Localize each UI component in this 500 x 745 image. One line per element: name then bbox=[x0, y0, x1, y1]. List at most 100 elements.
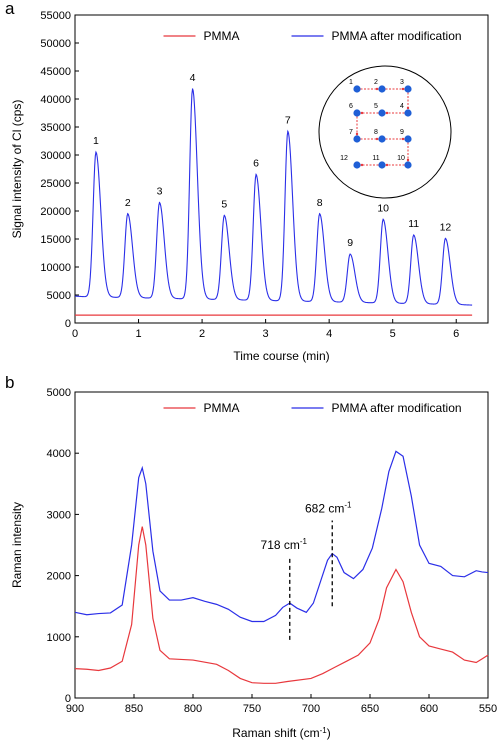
plot-frame-a bbox=[74, 14, 489, 324]
annotation-sup: -1 bbox=[344, 501, 352, 510]
legend-label-pmma: PMMA bbox=[204, 29, 240, 43]
x-axis-label-end: ) bbox=[327, 726, 331, 740]
peak-label: 6 bbox=[253, 158, 259, 170]
arrow-head bbox=[406, 158, 410, 162]
inset-label: 12 bbox=[340, 155, 348, 162]
inset-dot bbox=[378, 135, 386, 143]
y-tick-label: 10000 bbox=[40, 262, 71, 274]
inset-dot bbox=[378, 109, 386, 117]
inset-label: 2 bbox=[374, 79, 378, 86]
arrow-head bbox=[401, 87, 405, 91]
y-axis-label: Signal intensity of Cl (cps) bbox=[10, 100, 24, 239]
inset-label: 4 bbox=[400, 103, 404, 110]
x-tick-label: 4 bbox=[326, 328, 332, 340]
inset-circle bbox=[318, 65, 452, 199]
plot-frame-b bbox=[74, 391, 489, 699]
annotation-text: 682 cm bbox=[305, 502, 344, 516]
x-tick-label: 0 bbox=[72, 328, 78, 340]
peak-label: 2 bbox=[125, 197, 131, 209]
peak-point bbox=[95, 151, 97, 153]
inset-dot bbox=[353, 135, 361, 143]
y-tick-label: 5000 bbox=[47, 387, 71, 399]
peak-point bbox=[349, 253, 351, 255]
peak-label: 10 bbox=[377, 202, 389, 214]
peak-point bbox=[223, 214, 225, 217]
peak-point bbox=[413, 234, 415, 236]
arrow-head bbox=[360, 163, 364, 167]
peak-label: 11 bbox=[408, 218, 419, 230]
inset-label: 8 bbox=[374, 129, 378, 136]
inset-label: 3 bbox=[400, 79, 404, 86]
inset-label: 11 bbox=[372, 155, 379, 162]
annotation-label: 718 cm-1 bbox=[261, 537, 308, 552]
y-tick-label: 15000 bbox=[40, 234, 71, 246]
x-tick-label: 900 bbox=[66, 703, 84, 715]
y-tick-label: 3000 bbox=[47, 509, 71, 521]
peak-label: 5 bbox=[221, 198, 227, 210]
peak-point bbox=[158, 202, 161, 204]
y-tick-label: 55000 bbox=[40, 10, 71, 22]
x-tick-label: 550 bbox=[479, 703, 497, 715]
peak-point bbox=[191, 88, 194, 90]
y-tick-label: 50000 bbox=[40, 38, 71, 50]
inset-label: 7 bbox=[349, 129, 353, 136]
x-tick-label: 2 bbox=[199, 328, 205, 340]
x-tick-label: 6 bbox=[453, 328, 459, 340]
chart-panel-b: b 0 1000 2000 3000 4000 5000 900 850 800 750 700 650… bbox=[5, 373, 497, 740]
peak-point bbox=[255, 174, 257, 176]
peak-point bbox=[382, 218, 384, 220]
peak-label: 8 bbox=[317, 197, 323, 209]
peak-label: 12 bbox=[440, 221, 452, 233]
series-line-modified bbox=[74, 450, 489, 623]
inset-label: 5 bbox=[374, 103, 378, 110]
inset-label: 1 bbox=[349, 79, 353, 86]
y-tick-label: 45000 bbox=[40, 66, 71, 78]
inset-dot bbox=[404, 135, 412, 143]
y-tick-label: 4000 bbox=[47, 448, 71, 460]
inset-label: 6 bbox=[349, 103, 353, 110]
peak-label: 1 bbox=[93, 135, 99, 147]
arrow-head bbox=[375, 87, 379, 91]
arrow-head bbox=[385, 111, 389, 115]
series-line-modified bbox=[74, 88, 473, 306]
y-tick-label: 1000 bbox=[47, 632, 71, 644]
x-tick-label: 3 bbox=[263, 328, 269, 340]
legend-label-pmma: PMMA bbox=[204, 401, 240, 415]
x-axis-label: Time course (min) bbox=[233, 349, 329, 363]
panel-label-b: b bbox=[5, 373, 14, 392]
peak-label: 9 bbox=[347, 237, 353, 249]
y-tick-label: 25000 bbox=[40, 178, 71, 190]
y-tick-label: 35000 bbox=[40, 122, 71, 134]
y-tick-label: 40000 bbox=[40, 94, 71, 106]
x-tick-label: 650 bbox=[361, 703, 379, 715]
inset-dot bbox=[353, 85, 361, 93]
legend-label-modified: PMMA after modification bbox=[332, 401, 462, 415]
x-axis-label-sup: -1 bbox=[320, 726, 328, 735]
peak-point bbox=[444, 237, 447, 240]
legend-label-modified: PMMA after modification bbox=[332, 29, 462, 43]
arrow-head bbox=[360, 111, 364, 115]
inset-dot bbox=[353, 161, 361, 169]
x-tick-label: 700 bbox=[302, 703, 320, 715]
arrow-head bbox=[385, 163, 389, 167]
y-axis-label: Raman intensity bbox=[10, 502, 24, 588]
peak-point bbox=[287, 130, 289, 133]
x-tick-label: 800 bbox=[184, 703, 202, 715]
inset-dot bbox=[378, 85, 386, 93]
inset-label: 10 bbox=[397, 155, 405, 162]
arrow-head bbox=[375, 137, 379, 141]
inset-label: 9 bbox=[400, 129, 404, 136]
x-tick-label: 850 bbox=[125, 703, 143, 715]
inset-dot bbox=[353, 109, 361, 117]
x-tick-label: 1 bbox=[135, 328, 141, 340]
x-tick-label: 600 bbox=[420, 703, 438, 715]
x-tick-label: 5 bbox=[390, 328, 396, 340]
peak-label: 3 bbox=[157, 186, 163, 198]
inset-dot bbox=[404, 85, 412, 93]
panel-label-a: a bbox=[5, 0, 15, 18]
y-tick-label: 5000 bbox=[47, 290, 71, 302]
series-line-pmma bbox=[74, 526, 489, 684]
y-tick-label: 0 bbox=[65, 318, 71, 330]
